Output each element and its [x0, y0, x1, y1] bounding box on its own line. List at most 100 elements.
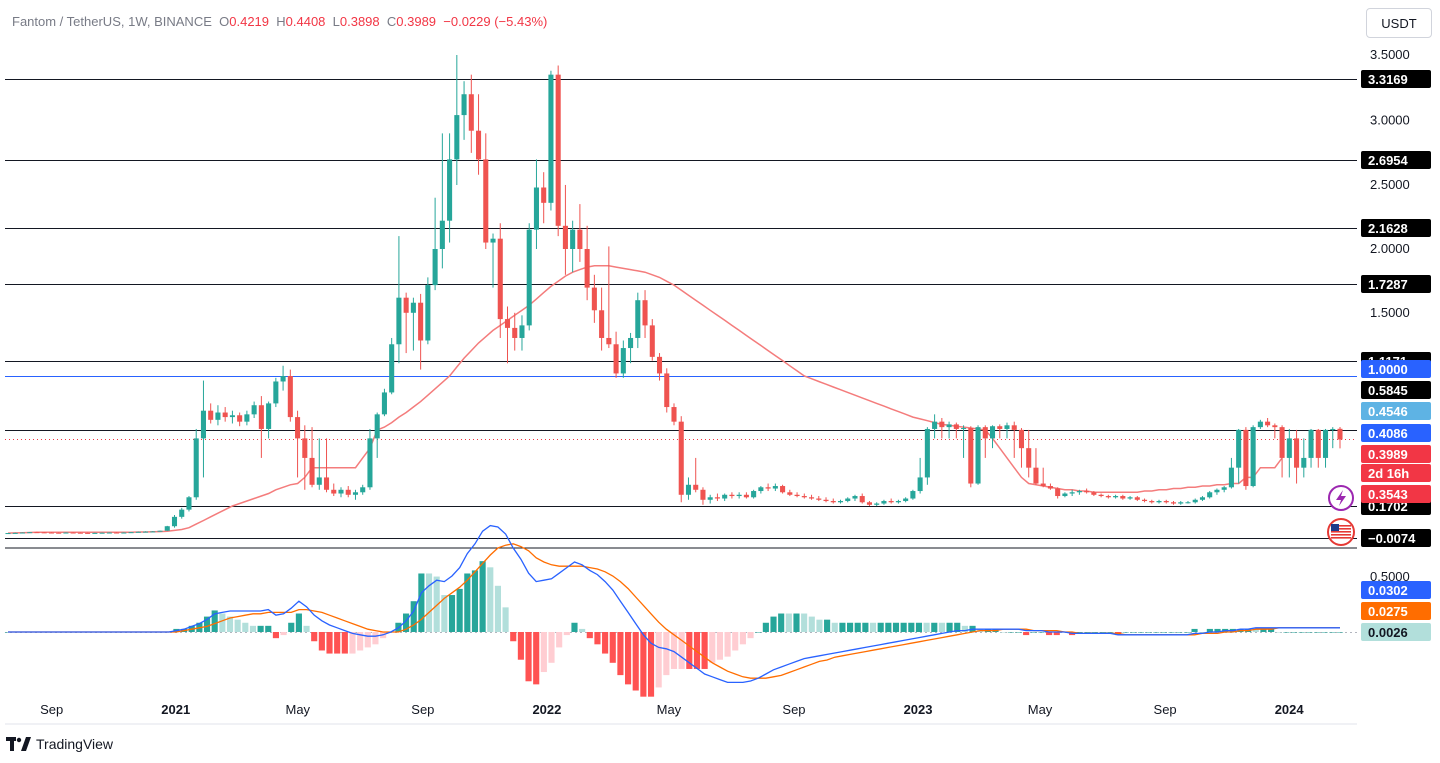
- macd-histogram-bar: [563, 632, 570, 636]
- candle: [1178, 501, 1184, 505]
- candle: [917, 457, 923, 494]
- candle: [816, 496, 822, 502]
- time-axis: Sep 2021 May Sep 2022 May Sep 2023 May Sep 2024: [40, 702, 1304, 717]
- price-tick-label: 3.5000: [1370, 47, 1410, 62]
- macd-histogram-bar: [854, 622, 861, 632]
- badge-label: 2.1628: [1368, 221, 1408, 236]
- macd-histogram-bar: [640, 632, 647, 697]
- candle: [1098, 493, 1104, 498]
- macd-histogram-bar: [456, 588, 463, 632]
- macd-histogram-bar: [1191, 628, 1198, 632]
- candle-body: [1069, 492, 1075, 494]
- candle: [635, 292, 641, 349]
- candle-body: [693, 484, 699, 490]
- price-tick-label: 1.5000: [1370, 305, 1410, 320]
- candle: [1214, 488, 1220, 495]
- time-tick-label: May: [1028, 702, 1053, 717]
- candle-body: [620, 348, 626, 374]
- macd-histogram-bar: [670, 632, 678, 669]
- macd-histogram-bar: [242, 622, 249, 632]
- macd-histogram-bar: [540, 632, 547, 673]
- brand-name: TradingView: [36, 736, 114, 752]
- candle: [714, 493, 720, 502]
- candle: [1163, 499, 1169, 504]
- candle: [186, 496, 192, 512]
- candle-body: [780, 486, 786, 493]
- candle-body: [237, 415, 243, 422]
- macd-histogram-bar: [464, 573, 471, 632]
- candle: [352, 489, 359, 500]
- macd-histogram-bar: [1015, 632, 1022, 633]
- candle-body: [92, 532, 98, 534]
- candle: [273, 377, 279, 408]
- badge-label: 2d 16h: [1368, 466, 1409, 481]
- candle: [92, 532, 98, 534]
- tradingview-logo[interactable]: TradingView: [6, 736, 113, 752]
- candle-body: [454, 115, 460, 160]
- candle: [1337, 427, 1343, 449]
- time-tick-label: Sep: [40, 702, 63, 717]
- macd-histogram-bar: [1168, 632, 1175, 633]
- macd-histogram-bar: [1214, 628, 1221, 632]
- candle-body: [1062, 493, 1068, 497]
- candle-body: [823, 499, 829, 502]
- badge-label: 0.3989: [1368, 447, 1408, 462]
- candle-body: [678, 421, 684, 495]
- candle: [323, 438, 330, 493]
- time-tick-label: Sep: [782, 702, 805, 717]
- macd-histogram-bar: [938, 622, 945, 632]
- candle-body: [685, 484, 692, 495]
- candle: [56, 532, 62, 534]
- candle-body: [1337, 428, 1343, 440]
- macd-histogram-bar: [625, 632, 632, 685]
- candle: [664, 368, 670, 413]
- level-badge: 3.3169: [1361, 70, 1431, 88]
- open-value: 0.4219: [229, 14, 270, 29]
- candle-body: [989, 426, 996, 439]
- candle-body: [193, 438, 199, 498]
- candle-body: [497, 238, 503, 320]
- price-badges: 3.31692.69542.16281.72871.11710.1702−0.0…: [1327, 70, 1431, 641]
- candle: [128, 531, 134, 534]
- macd-histogram-bar: [1000, 632, 1007, 633]
- candle: [736, 492, 742, 499]
- macd-histogram-bar: [341, 632, 348, 654]
- symbol-title[interactable]: Fantom / TetherUS, 1W, BINANCE: [12, 14, 212, 29]
- candle: [1185, 501, 1191, 504]
- candle-body: [200, 410, 206, 439]
- macd-histogram-bar: [203, 616, 211, 632]
- candle-body: [1149, 501, 1155, 503]
- macd-histogram-bar: [1160, 632, 1167, 633]
- candle-body: [975, 427, 981, 484]
- candle-body: [591, 287, 597, 311]
- candle: [476, 94, 482, 175]
- candle-body: [1301, 457, 1307, 468]
- candle: [266, 401, 272, 439]
- candle-body: [171, 516, 178, 527]
- candle-body: [56, 532, 62, 534]
- macd-histogram-bar: [862, 622, 869, 632]
- candle-body: [1055, 488, 1061, 497]
- candle: [1105, 494, 1111, 499]
- macd-histogram-bar: [617, 632, 624, 676]
- candle: [1011, 421, 1017, 458]
- badge-label: 0.4546: [1368, 404, 1408, 419]
- currency-button[interactable]: USDT: [1366, 8, 1432, 38]
- candle-body: [729, 494, 735, 497]
- candle: [1243, 427, 1249, 490]
- candle-body: [519, 325, 525, 338]
- candle-body: [953, 424, 959, 429]
- candle: [504, 306, 511, 364]
- candle: [562, 184, 568, 275]
- candle-body: [584, 249, 590, 288]
- macd-histogram-bar: [709, 632, 716, 663]
- level-badge: −0.0074: [1361, 529, 1431, 547]
- candle-body: [910, 491, 916, 499]
- macd-histogram-bar: [494, 585, 501, 632]
- candle: [179, 507, 185, 519]
- macd-histogram-bar: [471, 570, 479, 632]
- candle: [809, 494, 815, 500]
- candle: [888, 498, 894, 504]
- candle: [164, 525, 170, 531]
